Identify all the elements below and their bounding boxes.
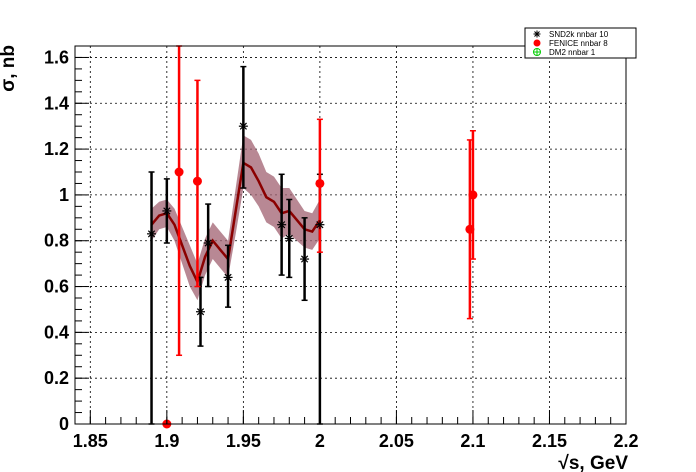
legend-circle-icon [533,39,541,47]
legend-label: SND2k nnbar 10 [549,30,609,39]
y-tick-label: 1.6 [44,47,69,67]
star-stroke [196,308,205,316]
y-tick-label: 1.4 [44,93,69,113]
data-point-circle [174,167,184,177]
star-stroke [534,31,540,37]
data-point-star [203,238,213,248]
data-point-star [300,254,310,264]
star-stroke [300,255,309,263]
data-point-star [162,206,172,216]
y-tick-label: 0.6 [44,277,69,297]
x-tick-label: 1.85 [73,431,108,451]
y-tick-label: 0.4 [44,322,69,342]
y-tick-label: 1 [59,185,69,205]
star-stroke [239,122,247,130]
x-tick-label: 1.95 [226,431,261,451]
x-axis-title: √s, GeV [558,453,628,472]
y-tick-label: 0.2 [44,368,69,388]
star-stroke [285,234,293,243]
y-axis-title: σ, nb [0,45,19,92]
y-tick-label: 0.8 [44,231,69,251]
star-stroke [163,207,171,215]
y-tick-label: 0 [59,414,69,434]
star-stroke [147,230,156,238]
plot-frame [74,45,627,425]
x-axis: 1.85 1.9 1.95 2 2.05 2.1 2.15 2.2 [73,410,639,451]
grid-lines [75,46,627,424]
data-point-star [147,229,157,239]
data-point-circle [465,224,475,234]
legend-label: FENICE nnbar 8 [549,39,608,48]
data-point-star [315,220,325,230]
legend-open-cross-icon [533,48,541,56]
star-stroke [204,239,212,247]
data-point-circle [468,190,478,200]
data-point-star [277,220,287,230]
star-stroke [278,221,286,229]
x-tick-label: 2.05 [379,431,414,451]
x-tick-label: 2.2 [613,431,638,451]
legend-label: DM2 nnbar 1 [549,48,596,57]
y-tick-label: 1.2 [44,139,69,159]
x-tick-label: 2 [315,431,325,451]
data-point-circle [192,176,202,186]
legend-box [524,27,637,59]
data-point-star [284,233,294,243]
x-tick-label: 1.9 [154,431,179,451]
data-point-star [223,272,233,282]
star-stroke [224,273,232,282]
x-tick-label: 2.1 [460,431,485,451]
star-stroke [316,221,324,229]
data-point-circle [315,178,325,188]
data-point-star [196,307,206,317]
legend-star-icon [533,30,541,38]
data-point-star [238,121,248,131]
y-axis: 0 0.2 0.4 0.6 0.8 1 1.2 1.4 1.6 [44,45,89,434]
x-tick-label: 2.15 [532,431,567,451]
